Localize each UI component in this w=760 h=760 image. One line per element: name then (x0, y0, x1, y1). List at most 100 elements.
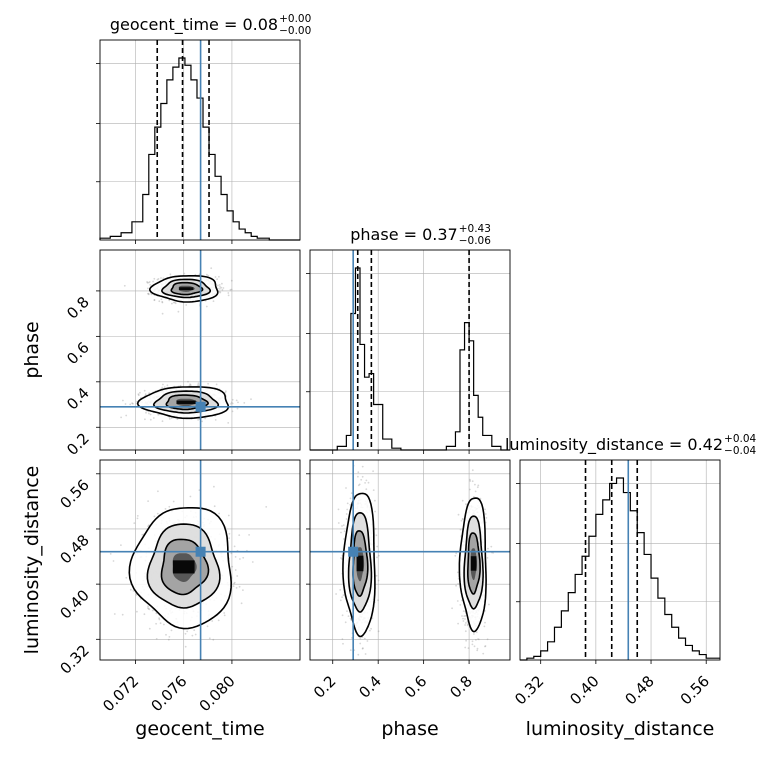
sample-point (364, 653, 367, 655)
sample-point (233, 582, 235, 585)
sample-point (462, 518, 464, 520)
sample-point (183, 272, 186, 275)
sample-point (242, 556, 245, 559)
sample-point (357, 653, 360, 656)
sample-point (239, 558, 241, 560)
sample-point (451, 607, 453, 610)
sample-point (186, 630, 189, 633)
xtick-label-luminosity_distance-3: 0.56 (677, 672, 713, 708)
sample-point (346, 610, 348, 612)
sample-point (152, 280, 155, 283)
sample-point (221, 282, 223, 285)
sample-point (461, 518, 464, 520)
sample-point (165, 633, 167, 636)
sample-point (490, 545, 493, 548)
sample-point (346, 502, 349, 505)
sample-point (341, 614, 344, 617)
sample-point (129, 403, 132, 406)
sample-point (223, 614, 226, 617)
density-core-0 (172, 560, 195, 574)
sample-point (129, 588, 132, 591)
sample-point (455, 584, 457, 587)
sample-point (357, 665, 359, 667)
sample-point (157, 490, 159, 493)
sample-point (168, 505, 171, 508)
sample-point (162, 277, 165, 280)
sample-point (159, 622, 162, 625)
sample-point (242, 589, 244, 591)
sample-point (139, 391, 141, 394)
sample-point (225, 390, 227, 393)
sample-point (197, 419, 200, 421)
sample-point (148, 412, 150, 415)
sample-point (168, 299, 171, 302)
panel-inner-1-2 (335, 464, 494, 676)
pair-frame-phase-luminosity_distance (309, 459, 511, 661)
sample-point (219, 288, 221, 290)
yaxis-label-phase: phase (21, 321, 43, 378)
title-sup-phase: +0.43 (459, 223, 491, 235)
title-sub-geocent_time: −0.00 (279, 25, 311, 37)
xaxis-label-geocent_time: geocent_time (135, 718, 264, 740)
sample-point (149, 284, 152, 286)
title-geocent_time: geocent_time = 0.08 +0.00−0.00 (110, 13, 311, 37)
sample-point (370, 627, 372, 630)
sample-point (150, 293, 153, 296)
sample-point (197, 382, 200, 385)
sample-point (475, 639, 477, 641)
sample-point (364, 668, 366, 670)
sample-point (265, 506, 268, 508)
sample-point (194, 633, 197, 636)
sample-point (184, 632, 187, 635)
sample-point (219, 286, 221, 288)
sample-point (161, 420, 164, 423)
sample-point (485, 517, 488, 519)
title-sub-luminosity_distance: −0.04 (724, 445, 756, 457)
sample-point (230, 403, 232, 405)
sample-point (233, 545, 236, 548)
sample-point (461, 615, 463, 617)
sample-point (213, 505, 216, 508)
ytick-label-luminosity_distance-0: 0.32 (56, 641, 92, 677)
sample-point (219, 291, 222, 294)
sample-point (364, 482, 366, 484)
sample-point (144, 393, 147, 396)
sample-point (349, 503, 352, 506)
yaxis-label-luminosity_distance: luminosity_distance (21, 466, 43, 655)
scatter-panel-geocent_time-phase (96, 249, 301, 454)
sample-point (345, 513, 348, 515)
sample-point (476, 649, 479, 652)
sample-point (204, 417, 207, 420)
sample-point (347, 615, 350, 617)
sample-point (193, 629, 196, 632)
sample-point (147, 292, 150, 295)
sample-point (342, 538, 345, 540)
contour-0-1 (347, 511, 373, 613)
sample-point (240, 602, 243, 605)
sample-point (337, 522, 340, 524)
sample-point (484, 621, 486, 624)
sample-point (457, 513, 460, 516)
sample-point (206, 273, 208, 276)
contour-0-2 (160, 538, 210, 596)
sample-point (231, 402, 234, 405)
title-sub-phase: −0.06 (459, 235, 491, 247)
sample-point (158, 618, 161, 621)
sample-point (207, 382, 210, 385)
sample-point (374, 510, 376, 513)
sample-point (346, 508, 349, 511)
sample-point (176, 418, 179, 420)
sample-point (236, 407, 239, 410)
panel-inner-0-1 (120, 267, 252, 424)
sample-point (230, 401, 233, 404)
sample-point (218, 512, 221, 515)
truth-marker-phase-luminosity_distance (348, 546, 359, 557)
sample-point (361, 674, 363, 676)
sample-point (184, 645, 187, 648)
sample-point (469, 478, 471, 481)
sample-point (464, 618, 466, 620)
sample-point (474, 490, 477, 493)
contour-0-0 (342, 492, 376, 638)
ytick-label-luminosity_distance-3: 0.56 (56, 476, 92, 512)
